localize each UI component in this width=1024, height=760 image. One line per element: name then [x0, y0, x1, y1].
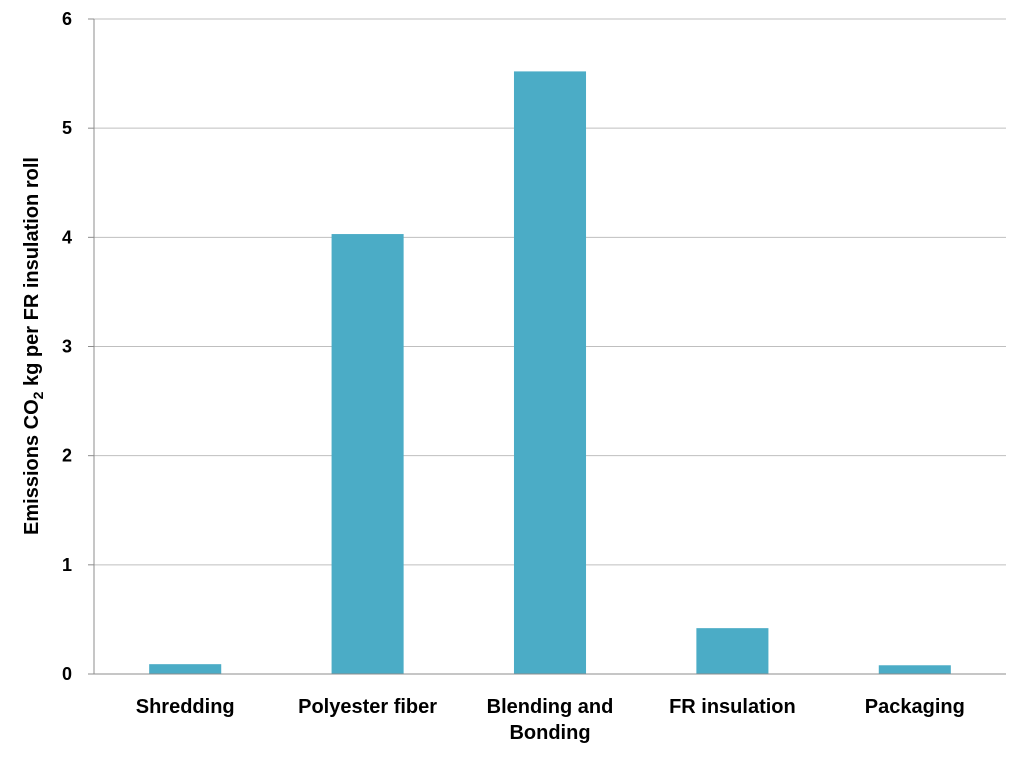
x-category-labels: Shredding Polyester fiber Blending and Bond… — [136, 696, 965, 744]
y-tick-label: 2 — [62, 446, 72, 466]
x-category-label: FR insulation — [669, 696, 796, 718]
x-category-label: Shredding — [136, 696, 235, 718]
y-tick-label: 0 — [62, 664, 72, 684]
bar-blending-and-bonding — [513, 71, 587, 674]
bar-packaging — [878, 665, 951, 674]
axes — [88, 18, 1006, 675]
y-tick-label: 4 — [62, 227, 72, 247]
bar-polyester-fiber — [331, 234, 404, 674]
y-tick-label: 6 — [62, 9, 72, 29]
bar-shredding — [149, 664, 222, 674]
bars — [149, 71, 951, 674]
x-category-label: Polyester fiber — [298, 696, 437, 718]
y-tick-label: 5 — [62, 118, 72, 138]
y-tick-label: 3 — [62, 337, 72, 357]
y-tick-label: 1 — [62, 555, 72, 575]
bar-fr-insulation — [696, 628, 769, 674]
x-category-label: Packaging — [865, 696, 965, 718]
x-category-label: Blending and Bonding — [487, 696, 614, 744]
y-tick-labels: 0 1 2 3 4 5 6 — [62, 9, 72, 684]
y-axis-label: Emissions CO2 kg per FR insulation roll — [21, 157, 46, 535]
